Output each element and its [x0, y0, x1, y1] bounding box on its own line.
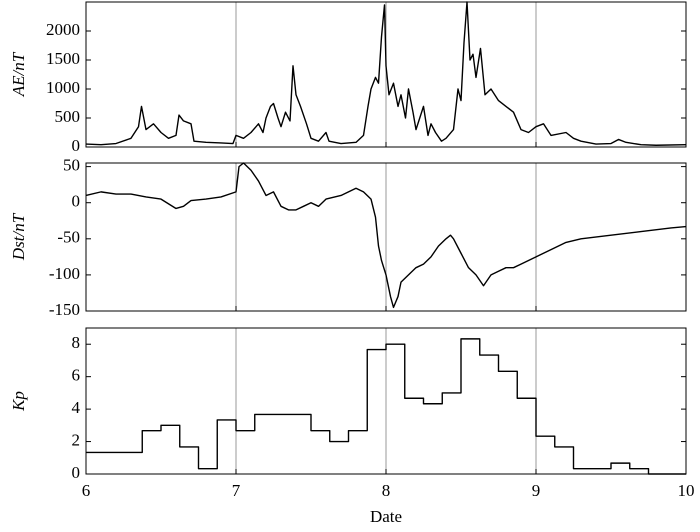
y-tick-label: 1000 — [46, 78, 80, 97]
y-tick-label: 1500 — [46, 49, 80, 68]
x-axis-label: Date — [370, 507, 402, 526]
y-tick-label: 0 — [72, 192, 81, 211]
y-tick-label: -150 — [49, 300, 80, 319]
data-line — [85, 162, 687, 309]
y-tick-label: 8 — [72, 333, 81, 352]
y-tick-label: 4 — [72, 398, 81, 417]
y-tick-label: 50 — [63, 156, 80, 175]
y-tick-label: 0 — [72, 136, 81, 155]
plot-frame — [85, 327, 687, 475]
y-tick-label: -50 — [57, 228, 80, 247]
data-line — [85, 1, 687, 146]
y-tick-label: 0 — [72, 463, 81, 482]
plot-frame — [85, 162, 687, 312]
x-tick-label: 10 — [678, 481, 695, 500]
y-tick-label: 2000 — [46, 20, 80, 39]
plot-frame — [85, 1, 687, 148]
x-tick-label: 8 — [382, 481, 391, 500]
x-tick-label: 9 — [532, 481, 541, 500]
x-tick-label: 7 — [232, 481, 241, 500]
x-tick-label: 6 — [82, 481, 91, 500]
y-tick-label: 500 — [55, 107, 81, 126]
y-axis-label: Dst/nT — [9, 212, 28, 261]
y-tick-label: -100 — [49, 264, 80, 283]
y-axis-label: AE/nT — [9, 51, 28, 97]
y-tick-label: 6 — [72, 366, 81, 385]
y-tick-label: 2 — [72, 430, 81, 449]
y-axis-label: Kp — [9, 391, 28, 412]
data-line — [86, 338, 686, 475]
